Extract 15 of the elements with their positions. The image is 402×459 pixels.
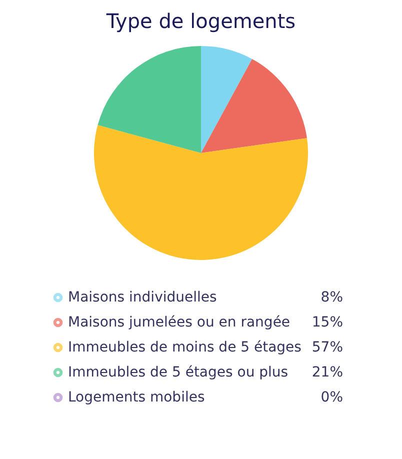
- pie-slice: [201, 46, 252, 153]
- pie-slice: [201, 58, 307, 153]
- chart-title: Type de logements: [105, 9, 296, 33]
- text: 0%: [320, 390, 343, 406]
- data-label: 57%: [312, 340, 343, 356]
- data-label: 15%: [312, 314, 343, 330]
- legend-label: Immeubles de 5 étages ou plus: [68, 364, 288, 380]
- legend-label: Maisons jumelées ou en rangée: [68, 314, 290, 330]
- data-label: 21%: [312, 364, 343, 380]
- pie-slice: [94, 125, 308, 260]
- legend-label: Immeubles de moins de 5 étages: [68, 340, 302, 356]
- data-label: 8%: [320, 290, 343, 306]
- legend-label: Maisons individuelles: [68, 290, 217, 306]
- legend-label: Logements mobiles: [68, 390, 205, 406]
- pie-slice: [98, 46, 201, 153]
